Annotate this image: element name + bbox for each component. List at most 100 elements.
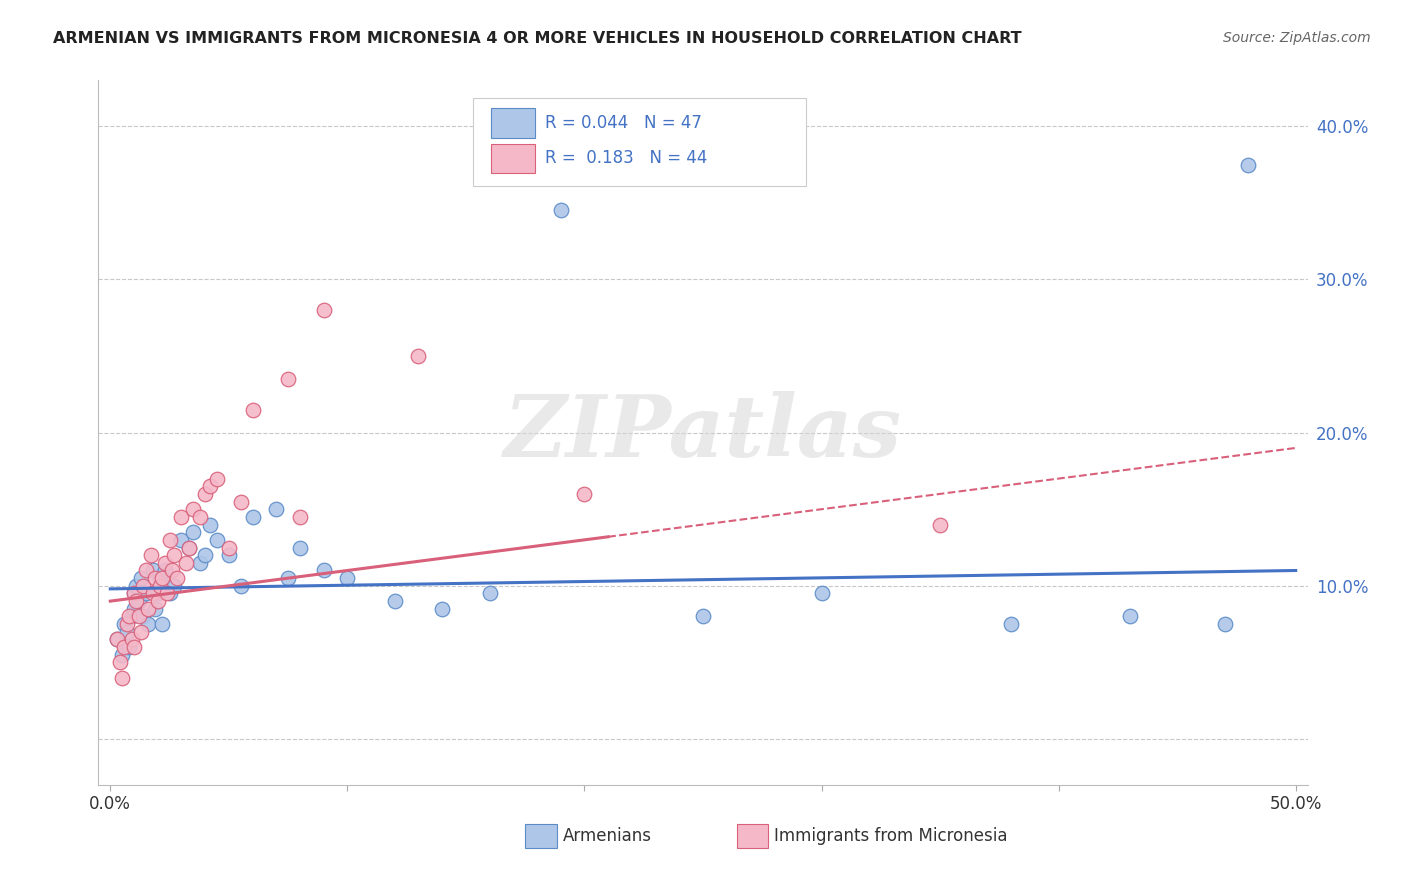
Text: Source: ZipAtlas.com: Source: ZipAtlas.com	[1223, 31, 1371, 45]
Text: ZIPatlas: ZIPatlas	[503, 391, 903, 475]
Point	[170, 533, 193, 547]
FancyBboxPatch shape	[474, 98, 806, 186]
Text: R =  0.183   N = 44: R = 0.183 N = 44	[544, 150, 707, 168]
Point	[118, 609, 141, 624]
Point	[432, 601, 454, 615]
Point	[122, 640, 145, 654]
Point	[159, 533, 181, 547]
Point	[312, 303, 335, 318]
Point	[146, 586, 169, 600]
Point	[111, 671, 134, 685]
Point	[122, 601, 145, 615]
Point	[105, 632, 128, 647]
Point	[121, 609, 143, 624]
FancyBboxPatch shape	[492, 109, 534, 138]
Point	[153, 564, 176, 578]
Point	[153, 556, 176, 570]
Point	[205, 472, 228, 486]
Point	[181, 502, 204, 516]
Point	[122, 586, 145, 600]
Point	[288, 509, 311, 524]
Point	[478, 586, 501, 600]
Point	[129, 571, 152, 585]
Point	[242, 509, 264, 524]
Point	[574, 487, 596, 501]
Point	[152, 617, 174, 632]
Y-axis label: 4 or more Vehicles in Household: 4 or more Vehicles in Household	[0, 309, 7, 557]
Point	[408, 349, 430, 363]
Point	[108, 656, 131, 670]
Point	[111, 648, 134, 662]
Point	[143, 571, 166, 585]
Point	[152, 571, 174, 585]
Point	[810, 586, 832, 600]
Point	[122, 586, 145, 600]
Point	[384, 594, 406, 608]
Point	[242, 402, 264, 417]
Point	[136, 617, 159, 632]
Point	[135, 586, 157, 600]
Point	[160, 564, 183, 578]
Point	[105, 632, 128, 647]
Point	[149, 579, 172, 593]
Point	[143, 601, 166, 615]
Point	[170, 509, 193, 524]
Point	[194, 487, 217, 501]
Point	[128, 594, 150, 608]
Point	[114, 640, 136, 654]
Point	[1119, 609, 1142, 624]
Text: ARMENIAN VS IMMIGRANTS FROM MICRONESIA 4 OR MORE VEHICLES IN HOUSEHOLD CORRELATI: ARMENIAN VS IMMIGRANTS FROM MICRONESIA 4…	[53, 31, 1022, 46]
Point	[114, 617, 136, 632]
Text: Immigrants from Micronesia: Immigrants from Micronesia	[775, 828, 1008, 846]
Point	[121, 632, 143, 647]
Point	[139, 548, 162, 562]
Point	[1213, 617, 1236, 632]
Point	[1000, 617, 1022, 632]
Point	[336, 571, 359, 585]
Point	[264, 502, 287, 516]
Point	[166, 571, 188, 585]
Point	[1237, 157, 1260, 171]
Point	[190, 556, 212, 570]
Point	[156, 586, 179, 600]
Point	[159, 586, 181, 600]
Point	[115, 617, 138, 632]
Point	[177, 541, 200, 555]
Point	[198, 517, 221, 532]
Point	[125, 594, 148, 608]
Point	[142, 586, 165, 600]
FancyBboxPatch shape	[737, 824, 768, 848]
Point	[163, 548, 186, 562]
Point	[181, 525, 204, 540]
Point	[229, 579, 252, 593]
Text: Armenians: Armenians	[562, 828, 652, 846]
Point	[129, 624, 152, 639]
Point	[929, 517, 952, 532]
Point	[149, 571, 172, 585]
Point	[125, 579, 148, 593]
Point	[174, 556, 197, 570]
FancyBboxPatch shape	[526, 824, 557, 848]
Point	[190, 509, 212, 524]
Point	[146, 594, 169, 608]
Point	[277, 571, 299, 585]
Point	[135, 564, 157, 578]
Point	[229, 494, 252, 508]
Point	[198, 479, 221, 493]
Point	[132, 609, 155, 624]
Point	[136, 601, 159, 615]
FancyBboxPatch shape	[492, 144, 534, 173]
Point	[177, 541, 200, 555]
Point	[692, 609, 714, 624]
Point	[218, 548, 240, 562]
Point	[118, 640, 141, 654]
Point	[205, 533, 228, 547]
Point	[128, 609, 150, 624]
Point	[194, 548, 217, 562]
Point	[163, 579, 186, 593]
Point	[132, 579, 155, 593]
Text: R = 0.044   N = 47: R = 0.044 N = 47	[544, 114, 702, 132]
Point	[288, 541, 311, 555]
Point	[312, 564, 335, 578]
Point	[142, 564, 165, 578]
